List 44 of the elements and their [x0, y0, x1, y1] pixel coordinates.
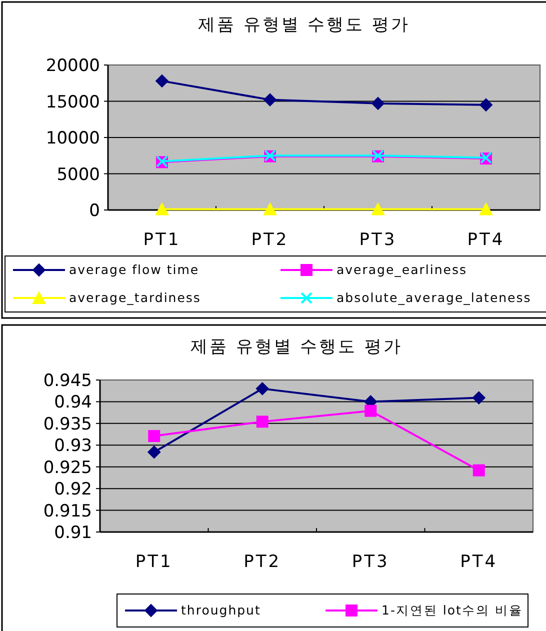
point [480, 98, 492, 112]
point [256, 382, 269, 396]
x-tick-label: PT4 [467, 230, 505, 250]
y-tick-label: 10000 [46, 128, 100, 148]
y-tick-label: 20000 [46, 56, 100, 76]
point [156, 74, 168, 88]
x-tick-label: PT2 [251, 230, 289, 250]
y-tick-label: 0.915 [43, 501, 92, 522]
y-tick-label: 0.925 [43, 458, 92, 478]
y-tick-label: 5000 [56, 164, 100, 185]
legend-label: average_earliness [336, 262, 467, 277]
x-tick-label: PT1 [135, 552, 173, 572]
y-tick-label: 0 [89, 201, 100, 221]
legend-label: average_tardiness [69, 290, 201, 305]
y-tick-label: 0.93 [54, 436, 92, 456]
point [371, 202, 385, 216]
y-tick-label: 0.91 [54, 523, 92, 543]
legend-label: throughput [181, 602, 261, 618]
legend-label: absolute_average_lateness [336, 290, 532, 305]
point [264, 93, 276, 106]
x-tick-label: PT3 [359, 230, 397, 250]
x-tick-label: PT3 [352, 552, 390, 572]
y-tick-label: 0.92 [54, 480, 92, 500]
y-tick-label: 15000 [46, 92, 100, 112]
y-tick-label: 0.94 [54, 392, 92, 413]
x-tick-label: PT1 [143, 230, 181, 250]
point [472, 391, 486, 404]
point [372, 96, 384, 110]
legend-label: 1-지연된 lot수의 비율 [382, 602, 523, 618]
x-tick-label: PT2 [244, 552, 282, 572]
point [148, 430, 160, 442]
legend-label: average flow time [69, 262, 200, 277]
y-tick-label: 0.935 [43, 414, 92, 434]
point [256, 416, 268, 428]
point [479, 202, 493, 216]
point [263, 202, 277, 216]
point [148, 446, 161, 459]
x-tick-label: PT4 [460, 552, 498, 572]
point [472, 464, 485, 476]
y-tick-label: 0.945 [43, 371, 92, 391]
point [155, 202, 169, 216]
point [364, 404, 377, 417]
chart-title: 제품 유형별 수행도 평가 [198, 15, 410, 35]
chart-title: 제품 유형별 수행도 평가 [190, 337, 403, 357]
